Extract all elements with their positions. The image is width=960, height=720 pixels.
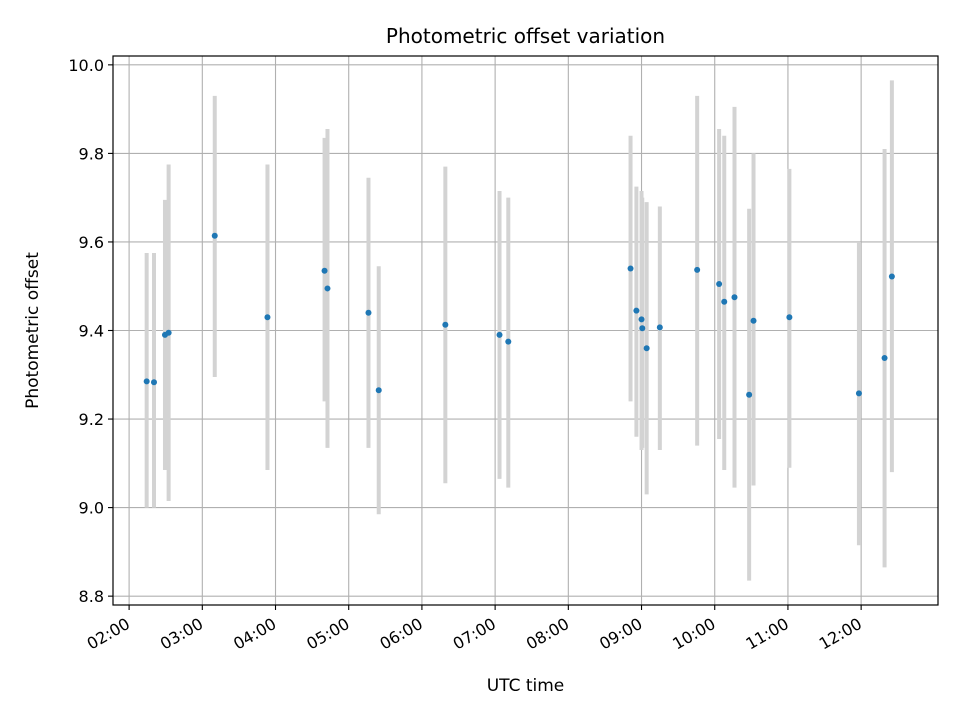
data-points [143,232,895,398]
data-point [638,316,645,323]
data-point [656,324,663,331]
data-point [639,325,646,332]
data-point [855,390,862,397]
y-tick-label: 9.6 [79,233,104,252]
data-point [321,267,328,274]
y-tick-label: 9.8 [79,144,104,163]
y-tick-label: 10.0 [68,56,104,75]
data-point [627,265,634,272]
y-tick-label: 9.0 [79,499,104,518]
data-point [211,232,218,239]
data-point [375,387,382,394]
data-point [365,309,372,316]
data-point [786,314,793,321]
data-point [721,298,728,305]
data-point [746,391,753,398]
chart-title: Photometric offset variation [386,24,665,48]
data-point [143,378,150,385]
data-point [505,338,512,345]
data-point [150,379,157,386]
y-axis-label: Photometric offset [23,252,43,409]
data-point [324,285,331,292]
x-axis-label: UTC time [487,676,565,696]
data-point [694,266,701,273]
data-point [716,281,723,288]
data-point [496,331,503,338]
data-point [264,314,271,321]
data-point [881,354,888,361]
data-point [633,307,640,314]
data-point [643,345,650,352]
y-tick-label: 8.8 [79,587,104,606]
data-point [165,329,172,336]
data-point [731,294,738,301]
y-axis-ticks: 8.8 9.0 9.2 9.4 9.6 9.8 10.0 [68,56,113,606]
y-tick-label: 9.4 [79,322,104,341]
grid-lines [113,56,938,605]
data-point [442,321,449,328]
data-point [750,317,757,324]
y-tick-label: 9.2 [79,410,104,429]
data-point [888,273,895,280]
